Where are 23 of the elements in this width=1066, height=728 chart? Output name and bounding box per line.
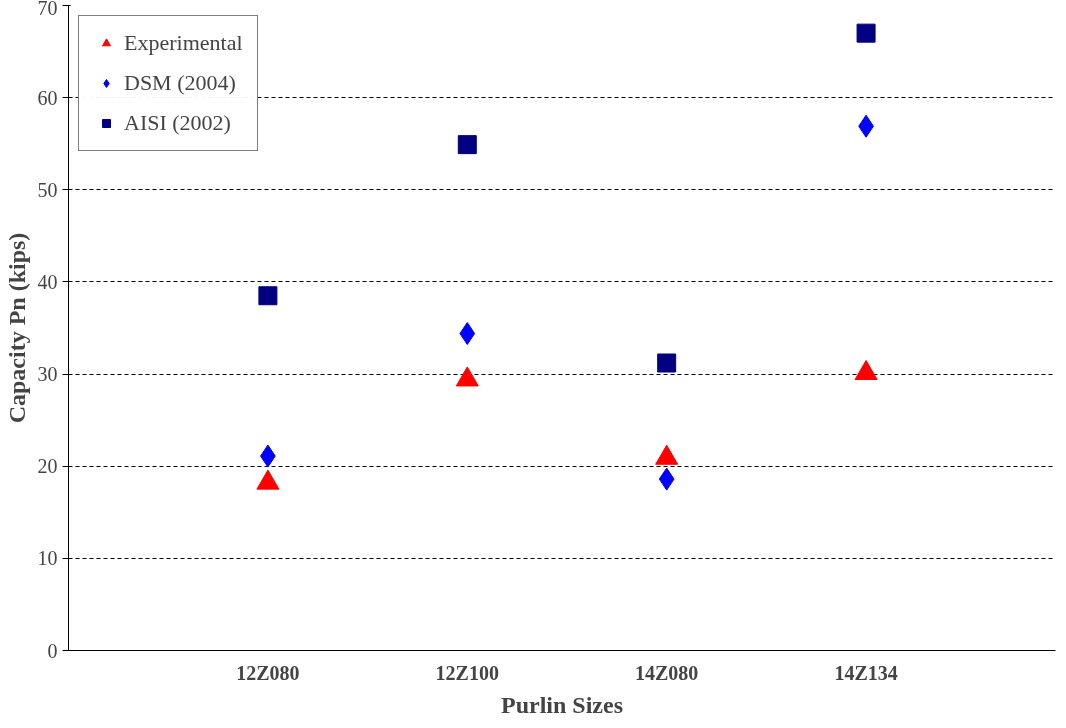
y-tick-label: 40 xyxy=(37,270,58,293)
y-tick-label: 0 xyxy=(47,639,58,662)
point xyxy=(657,353,677,373)
y-tick-label: 70 xyxy=(37,0,58,19)
x-tick-label: 14Z080 xyxy=(635,661,699,684)
x-tick-label: 14Z134 xyxy=(834,661,898,684)
legend-label: DSM (2004) xyxy=(124,70,236,96)
point xyxy=(856,23,876,43)
y-tick-label: 10 xyxy=(37,547,58,570)
y-tick-label: 20 xyxy=(37,455,58,478)
point xyxy=(457,135,477,155)
y-tick-label: 30 xyxy=(37,363,58,386)
y-tick-label: 50 xyxy=(37,178,58,201)
point xyxy=(658,467,675,491)
y-tick-label: 60 xyxy=(37,86,58,109)
y-axis-title: Capacity Pn (kips) xyxy=(3,232,30,424)
x-axis-title: Purlin Sizes xyxy=(501,691,624,718)
x-tick-label: 12Z080 xyxy=(236,661,300,684)
x-tick-label: 12Z100 xyxy=(435,661,499,684)
legend-label: Experimental xyxy=(124,30,243,56)
point xyxy=(459,322,476,346)
legend-label: AISI (2002) xyxy=(124,110,231,136)
point xyxy=(258,286,278,306)
